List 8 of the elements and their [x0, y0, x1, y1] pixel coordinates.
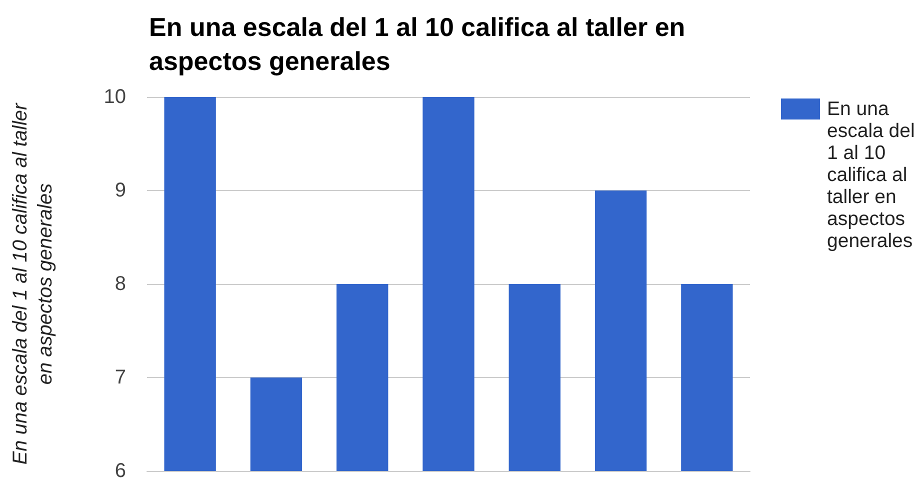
legend-label: En una escala del 1 al 10 califica al taller en aspectos generales: [827, 98, 915, 252]
y-axis-title: En una escala del 1 al 10 califica al taller en aspectos generales: [10, 102, 56, 465]
y-tick-label: 6: [114, 460, 126, 481]
y-tick-label: 9: [114, 180, 126, 202]
chart-title: En una escala del 1 al 10 califica al taller en aspectos generales: [149, 12, 692, 76]
y-tick-label: 7: [114, 366, 126, 388]
y-tick-label: 8: [114, 273, 126, 295]
y-tick-label: 10: [104, 86, 126, 108]
